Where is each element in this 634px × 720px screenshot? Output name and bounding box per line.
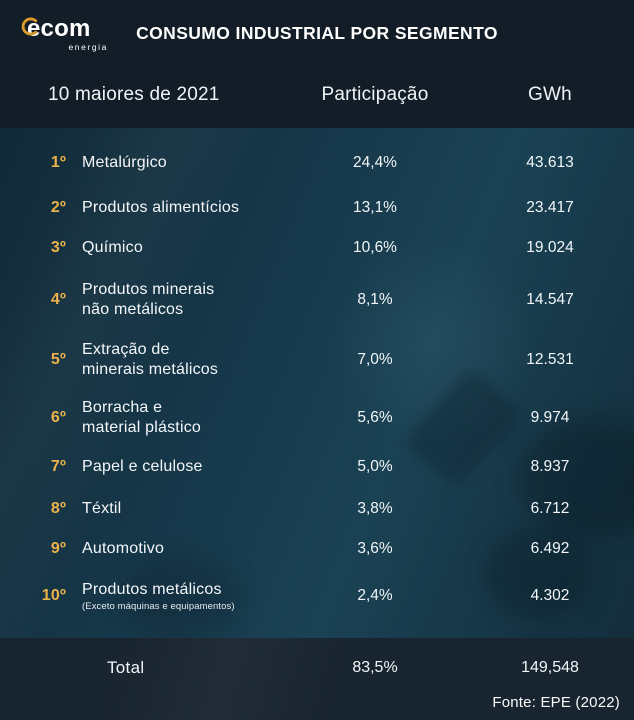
segment-note: (Exceto máquinas e equipamentos) (82, 600, 235, 612)
brand-subname: energia (68, 42, 108, 52)
segment-name: Químico (82, 239, 143, 257)
segment-name: Produtos alimentícios (82, 199, 240, 217)
table-row: 6º Borracha e material plástico 5,6% 9.9… (0, 389, 634, 447)
share-value: 7,0% (357, 351, 393, 368)
share-value: 3,6% (357, 540, 393, 557)
segment-name: Automotivo (82, 540, 165, 558)
segment-name: Borracha e material plástico (82, 399, 202, 436)
share-value: 5,6% (357, 409, 393, 426)
share-value: 3,8% (357, 500, 393, 517)
rank-badge: 3º (50, 239, 66, 256)
brand-name: ecom (27, 15, 91, 42)
gwh-value: 12.531 (526, 351, 574, 368)
rank-badge: 7º (50, 458, 66, 475)
gwh-value: 43.613 (526, 154, 574, 171)
segment-name: Metalúrgico (82, 154, 167, 172)
share-value: 2,4% (357, 587, 393, 604)
gwh-value: 14.547 (526, 291, 574, 308)
rank-badge: 10º (41, 587, 66, 604)
gwh-value: 6.712 (530, 500, 570, 517)
column-header-row: 10 maiores de 2021 Participação GWh (0, 84, 634, 106)
table-row: 4º Produtos minerais não metálicos 8,1% … (0, 271, 634, 329)
table-body: 1º Metalúrgico 24,4% 43.613 2º Produtos … (0, 128, 634, 638)
table-rows: 1º Metalúrgico 24,4% 43.613 2º Produtos … (0, 143, 634, 621)
page-title: CONSUMO INDUSTRIAL POR SEGMENTO (136, 23, 498, 43)
segment-name: Téxtil (82, 500, 122, 518)
rank-badge: 2º (50, 199, 66, 216)
share-value: 10,6% (353, 239, 397, 256)
table-row: 7º Papel e celulose 5,0% 8.937 (0, 447, 634, 487)
gwh-value: 9.974 (530, 409, 570, 426)
gwh-value: 23.417 (526, 199, 574, 216)
rank-badge: 1º (50, 154, 66, 171)
header-band: ecom energia CONSUMO INDUSTRIAL POR SEGM… (0, 0, 634, 128)
gwh-value: 4.302 (530, 587, 570, 604)
table-row: 3º Químico 10,6% 19.024 (0, 228, 634, 268)
share-value: 8,1% (357, 291, 393, 308)
table-row: 1º Metalúrgico 24,4% 43.613 (0, 143, 634, 183)
segment-name: Produtos metálicos (82, 581, 222, 599)
gwh-value: 8.937 (530, 458, 570, 475)
share-value: 13,1% (353, 199, 397, 216)
segment-name: Papel e celulose (82, 458, 203, 476)
rank-badge: 4º (50, 291, 66, 308)
segment-name: Extração de minerais metálicos (82, 341, 219, 378)
gwh-value: 6.492 (530, 540, 570, 557)
share-value: 24,4% (353, 154, 397, 171)
table-row: 5º Extração de minerais metálicos 7,0% 1… (0, 331, 634, 389)
column-header-share: Participação (321, 84, 429, 105)
rank-badge: 5º (50, 351, 66, 368)
gwh-value: 19.024 (526, 239, 574, 256)
table-row: 8º Téxtil 3,8% 6.712 (0, 489, 634, 529)
table-row: 9º Automotivo 3,6% 6.492 (0, 529, 634, 569)
rank-badge: 8º (50, 500, 66, 517)
column-header-segment: 10 maiores de 2021 (48, 84, 220, 105)
share-value: 5,0% (357, 458, 393, 475)
table-row: 10º Produtos metálicos (Exceto máquinas … (0, 571, 634, 621)
rank-badge: 6º (50, 409, 66, 426)
footer-band: Total 83,5% 149,548 Fonte: EPE (2022) (0, 638, 634, 720)
total-gwh-value: 149,548 (521, 659, 579, 676)
column-header-gwh: GWh (528, 84, 572, 105)
rank-badge: 9º (50, 540, 66, 557)
table-row: 2º Produtos alimentícios 13,1% 23.417 (0, 188, 634, 228)
total-share-value: 83,5% (352, 659, 398, 676)
total-row: Total 83,5% 149,548 (0, 645, 634, 691)
total-label: Total (107, 658, 145, 677)
source-credit: Fonte: EPE (2022) (492, 694, 620, 711)
brand-logo: ecom energia (21, 15, 114, 52)
segment-name: Produtos minerais não metálicos (82, 281, 215, 318)
